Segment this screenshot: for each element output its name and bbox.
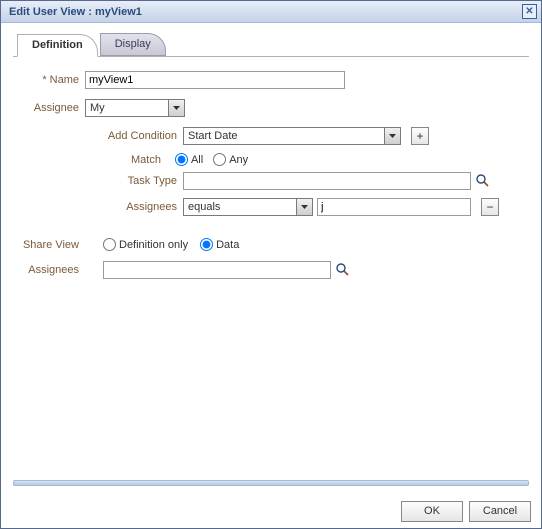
add-condition-value: Start Date	[184, 130, 384, 142]
row-match: Match All Any	[131, 153, 529, 166]
dialog-footer: OK Cancel	[1, 494, 541, 528]
minus-icon: −	[486, 200, 493, 214]
add-condition-select[interactable]: Start Date	[183, 127, 401, 145]
dialog-title: Edit User View : myView1	[9, 6, 522, 18]
row-assignee: Assignee My	[13, 99, 529, 117]
search-icon[interactable]	[475, 173, 491, 189]
radio-data[interactable]: Data	[200, 238, 239, 251]
assignee-select-value: My	[86, 102, 168, 114]
radio-match-any[interactable]: Any	[213, 153, 248, 166]
search-icon[interactable]	[335, 262, 351, 278]
tabs: Definition Display	[13, 33, 529, 57]
assignees-value-field[interactable]	[317, 198, 471, 216]
label-match: Match	[131, 154, 161, 166]
plus-icon: +	[416, 129, 423, 143]
conditions-section: Add Condition Start Date + Match All	[91, 127, 529, 216]
row-task-type: Task Type	[91, 172, 529, 190]
label-assignee: Assignee	[13, 102, 85, 114]
label-add-condition: Add Condition	[91, 130, 183, 142]
row-cond-assignees: Assignees equals −	[91, 198, 529, 216]
remove-condition-button[interactable]: −	[481, 198, 499, 216]
radio-match-any-label: Any	[229, 154, 248, 166]
row-share-view: Share View Definition only Data	[13, 238, 529, 251]
label-share-view: Share View	[13, 239, 85, 251]
radio-match-all-label: All	[191, 154, 203, 166]
add-condition-button[interactable]: +	[411, 127, 429, 145]
share-assignees-field[interactable]	[103, 261, 331, 279]
assignee-select[interactable]: My	[85, 99, 185, 117]
chevron-down-icon	[168, 100, 184, 116]
assignees-op-select[interactable]: equals	[183, 198, 313, 216]
ok-button[interactable]: OK	[401, 501, 463, 522]
row-share-assignees: Assignees	[13, 261, 529, 279]
radio-definition-only[interactable]: Definition only	[103, 238, 188, 251]
cancel-button[interactable]: Cancel	[469, 501, 531, 522]
name-field[interactable]	[85, 71, 345, 89]
dialog: Edit User View : myView1 ✕ Definition Di…	[0, 0, 542, 529]
label-task-type: Task Type	[91, 175, 183, 187]
chevron-down-icon	[296, 199, 312, 215]
chevron-down-icon	[384, 128, 400, 144]
radio-match-all[interactable]: All	[175, 153, 203, 166]
row-add-condition: Add Condition Start Date +	[91, 127, 529, 145]
tab-definition[interactable]: Definition	[17, 34, 98, 57]
separator-bar	[13, 480, 529, 486]
label-share-assignees: Assignees	[13, 264, 85, 276]
row-name: Name	[13, 71, 529, 89]
close-icon[interactable]: ✕	[522, 4, 537, 19]
title-bar: Edit User View : myView1 ✕	[1, 1, 541, 23]
tab-display[interactable]: Display	[100, 33, 166, 56]
task-type-field[interactable]	[183, 172, 471, 190]
label-name: Name	[13, 74, 85, 86]
dialog-body: Definition Display Name Assignee My Add …	[1, 23, 541, 480]
label-cond-assignees: Assignees	[91, 201, 183, 213]
